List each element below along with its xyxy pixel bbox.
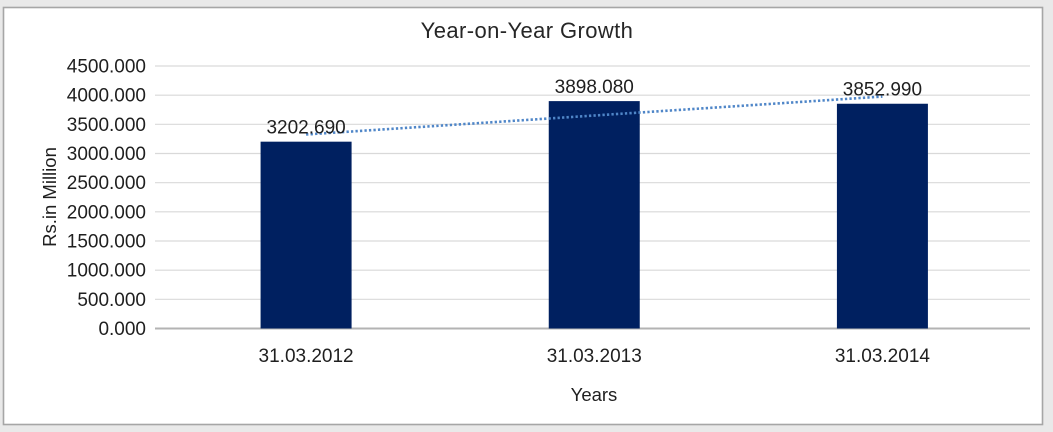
- y-tick-label: 1000.000: [67, 261, 146, 282]
- bars: [260, 101, 928, 329]
- y-tick-label: 2500.000: [67, 173, 146, 194]
- y-tick-label: 2000.000: [67, 202, 146, 223]
- y-tick-label: 0.000: [98, 319, 146, 340]
- y-tick-label: 4000.000: [67, 86, 146, 107]
- bar: [548, 101, 640, 329]
- chart-title: Year-on-Year Growth: [421, 18, 634, 43]
- trendline: [305, 95, 883, 136]
- y-tick-labels: 0.000 500.000 1000.000 1500.000 2000.000 2500…: [67, 57, 146, 341]
- bar-value-labels: 3202.690 3898.080 3852.990: [266, 77, 922, 139]
- bar: [836, 103, 928, 329]
- category-label: 31.03.2014: [835, 346, 931, 367]
- category-label: 31.03.2012: [259, 346, 354, 367]
- y-axis-title: Rs.in Million: [39, 147, 60, 247]
- y-tick-label: 500.000: [77, 290, 146, 311]
- y-tick-label: 4500.000: [67, 57, 146, 78]
- y-tick-label: 3500.000: [67, 115, 146, 136]
- bar-value-label: 3202.690: [266, 118, 345, 139]
- y-tick-label: 3000.000: [67, 144, 146, 165]
- bar-value-label: 3898.080: [555, 77, 634, 98]
- category-labels: 31.03.2012 31.03.2013 31.03.2014: [259, 346, 931, 367]
- category-label: 31.03.2013: [547, 346, 642, 367]
- trendline-group: [305, 95, 883, 136]
- bar-value-label: 3852.990: [843, 80, 922, 101]
- bar: [260, 141, 352, 329]
- x-axis-title: Years: [571, 384, 618, 405]
- y-tick-label: 1500.000: [67, 232, 146, 253]
